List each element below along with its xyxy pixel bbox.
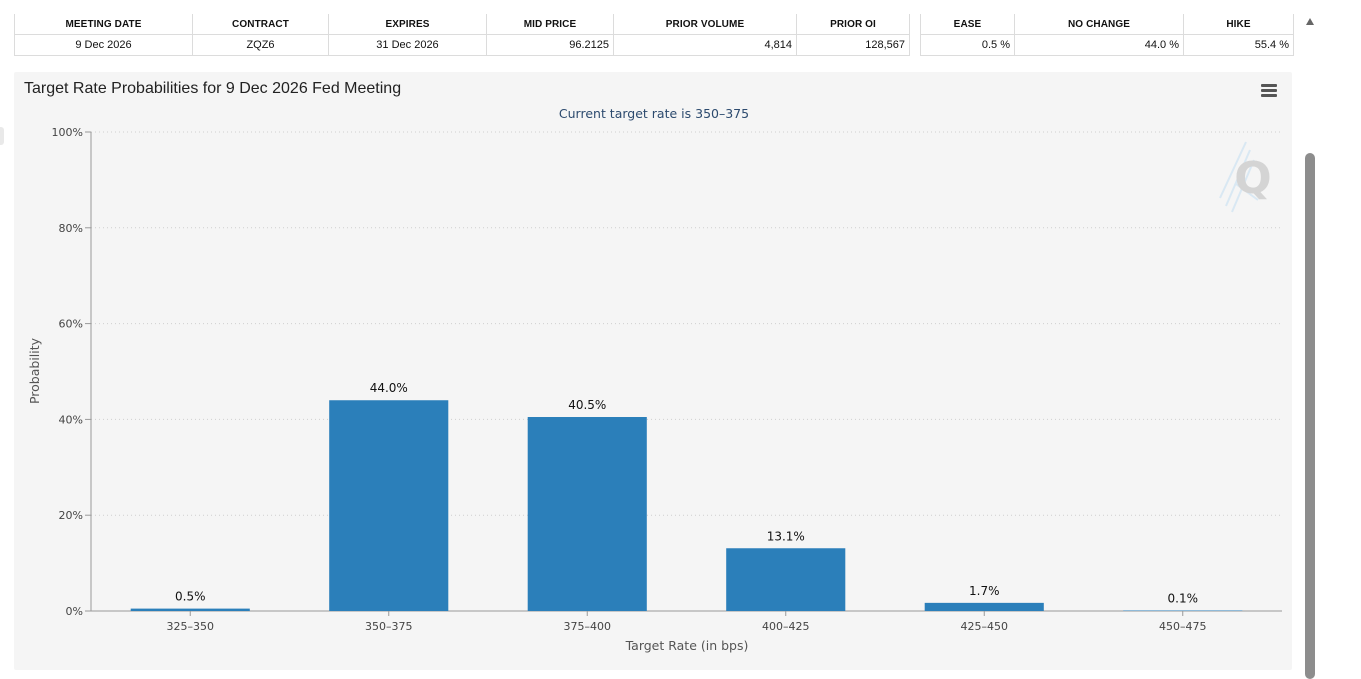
x-tick-label: 450–475 [1159,620,1207,633]
x-tick-label: 350–375 [365,620,413,633]
scrollbar-thumb[interactable] [1305,153,1315,679]
cell-contract: ZQZ6 [192,34,329,56]
scroll-up-arrow-icon[interactable] [1306,18,1314,25]
header-contract: CONTRACT [192,14,329,35]
cell-hike: 55.4 % [1183,34,1294,56]
cell-prior-volume: 4,814 [613,34,797,56]
watermark-stroke [1225,149,1251,207]
cell-prior-oi: 128,567 [796,34,910,56]
cell-no-change: 44.0 % [1014,34,1184,56]
x-tick-label: 375–400 [564,620,612,633]
header-prior-oi: PRIOR OI [796,14,910,35]
header-ease: EASE [920,14,1015,35]
q-logo-watermark-icon: Q [1219,141,1272,213]
chart-panel: Q 0% 20% 40% 60% 80% 100% 325–350 0.5% 350–375 44… [14,72,1292,670]
probability-bar-chart: Q 0% 20% 40% 60% 80% 100% 325–350 0.5% 350–375 44… [27,106,1282,653]
meeting-table-header-row: MEETING DATE CONTRACT EXPIRES MID PRICE … [14,14,910,35]
chart-title: Target Rate Probabilities for 9 Dec 2026… [24,80,402,97]
cell-mid-price: 96.2125 [486,34,614,56]
watermark-stroke [1231,159,1255,213]
x-axis-title: Target Rate (in bps) [625,638,749,653]
chart-subtitle: Current target rate is 350–375 [559,106,749,121]
bar-425–450[interactable] [924,602,1044,611]
watermark-stroke [1219,141,1247,199]
cell-meeting-date: 9 Dec 2026 [14,34,193,56]
header-no-change: NO CHANGE [1014,14,1184,35]
bar-data-label: 1.7% [969,584,1000,598]
chart-gridlines [85,131,1282,612]
x-tick-label: 425–450 [961,620,1009,633]
header-expires: EXPIRES [328,14,487,35]
bar-375–400[interactable] [527,417,647,611]
probability-summary-table: EASE NO CHANGE HIKE 0.5 % 44.0 % 55.4 % [920,14,1294,56]
watermark-stroke [1235,183,1259,201]
y-axis-title: Probability [27,337,42,404]
table-row: 9 Dec 2026 ZQZ6 31 Dec 2026 96.2125 4,81… [14,34,910,56]
hamburger-menu-icon [1261,84,1277,87]
bar-325–350[interactable] [130,608,250,611]
chart-axes [90,132,1282,616]
meeting-info-table: MEETING DATE CONTRACT EXPIRES MID PRICE … [14,14,910,56]
table-row: 0.5 % 44.0 % 55.4 % [920,34,1294,56]
cell-ease: 0.5 % [920,34,1015,56]
bar-data-label: 40.5% [568,398,606,412]
bar-data-label: 0.1% [1168,592,1199,606]
bar-450–475[interactable] [1123,610,1243,612]
header-hike: HIKE [1183,14,1294,35]
chart-bars [130,400,1243,612]
header-meeting-date: MEETING DATE [14,14,193,35]
q-logo-watermark-icon: Q [1234,153,1271,204]
y-tick-label: 100% [52,126,83,139]
header-mid-price: MID PRICE [486,14,614,35]
x-tick-label: 400–425 [762,620,810,633]
cell-expires: 31 Dec 2026 [328,34,487,56]
bar-data-label: 13.1% [767,529,805,543]
bar-data-label: 0.5% [175,590,206,604]
chart-menu-button[interactable] [1261,84,1279,100]
y-tick-label: 20% [59,509,83,522]
y-tick-label: 60% [59,318,83,331]
x-tick-label: 325–350 [167,620,215,633]
y-tick-label: 0% [66,605,83,618]
left-edge-tab [0,127,4,145]
header-prior-volume: PRIOR VOLUME [613,14,797,35]
y-tick-label: 80% [59,222,83,235]
bar-data-label: 44.0% [370,381,408,395]
bar-400–425[interactable] [726,548,846,611]
bar-350–375[interactable] [329,400,449,611]
y-tick-label: 40% [59,413,83,426]
chart-labels: 0% 20% 40% 60% 80% 100% 325–350 0.5% 350–375 44.0… [52,126,1207,633]
prob-table-header-row: EASE NO CHANGE HIKE [920,14,1294,35]
